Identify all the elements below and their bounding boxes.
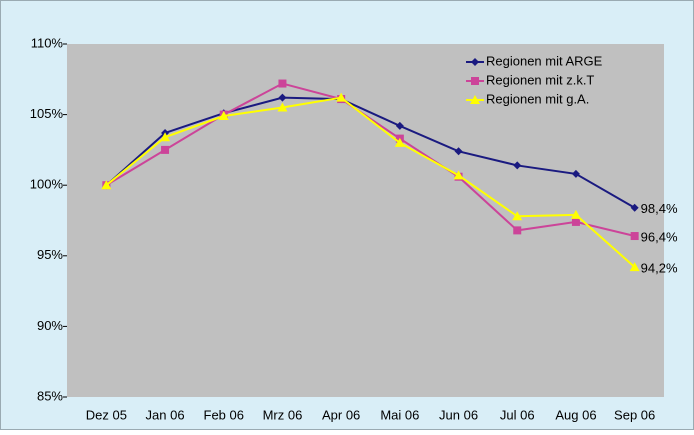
x-tick-label: Aug 06 <box>555 407 596 422</box>
x-tick-label: Jun 06 <box>439 407 478 422</box>
legend-label: Regionen mit ARGE <box>486 53 603 68</box>
y-tick-label: 110% <box>31 35 64 50</box>
marker <box>453 170 464 180</box>
marker <box>394 137 405 147</box>
plot-area <box>67 44 664 397</box>
marker <box>470 95 480 104</box>
legend-label: Regionen mit z.k.T <box>486 72 594 87</box>
marker <box>513 226 522 235</box>
marker <box>471 58 479 66</box>
marker <box>336 92 347 102</box>
series-line <box>105 96 636 209</box>
marker <box>512 211 523 221</box>
series-line <box>105 82 635 238</box>
value-label: 96,4% <box>641 229 678 244</box>
y-tick-label: 85% <box>37 388 63 403</box>
marker <box>471 77 479 85</box>
series-line <box>105 96 636 268</box>
x-tick-label: Dez 05 <box>86 407 127 422</box>
y-tick-label: 95% <box>37 247 63 262</box>
legend-label: Regionen mit g.A. <box>486 91 589 106</box>
marker <box>278 79 287 88</box>
marker <box>454 147 463 156</box>
x-tick-label: Feb 06 <box>204 407 244 422</box>
marker <box>101 180 112 190</box>
x-tick-label: Jul 06 <box>500 407 535 422</box>
value-label: 98,4% <box>641 201 678 216</box>
x-tick-label: Mrz 06 <box>263 407 303 422</box>
y-tick-label: 90% <box>37 318 63 333</box>
marker <box>630 232 639 241</box>
marker <box>629 262 640 272</box>
y-tick-label: 105% <box>30 106 64 121</box>
marker <box>571 169 580 178</box>
marker <box>278 93 287 102</box>
marker <box>160 132 171 142</box>
marker <box>513 161 522 170</box>
marker <box>570 209 581 219</box>
marker <box>218 111 229 121</box>
marker <box>277 102 288 112</box>
marker <box>161 145 170 154</box>
marker <box>395 121 404 130</box>
x-tick-label: Sep 06 <box>614 407 655 422</box>
marker <box>571 217 580 226</box>
x-tick-label: Jan 06 <box>146 407 185 422</box>
value-label: 94,2% <box>641 261 678 276</box>
x-tick-label: Mai 06 <box>380 407 419 422</box>
marker <box>630 203 639 212</box>
y-tick-label: 100% <box>30 177 64 192</box>
x-tick-label: Apr 06 <box>322 407 360 422</box>
